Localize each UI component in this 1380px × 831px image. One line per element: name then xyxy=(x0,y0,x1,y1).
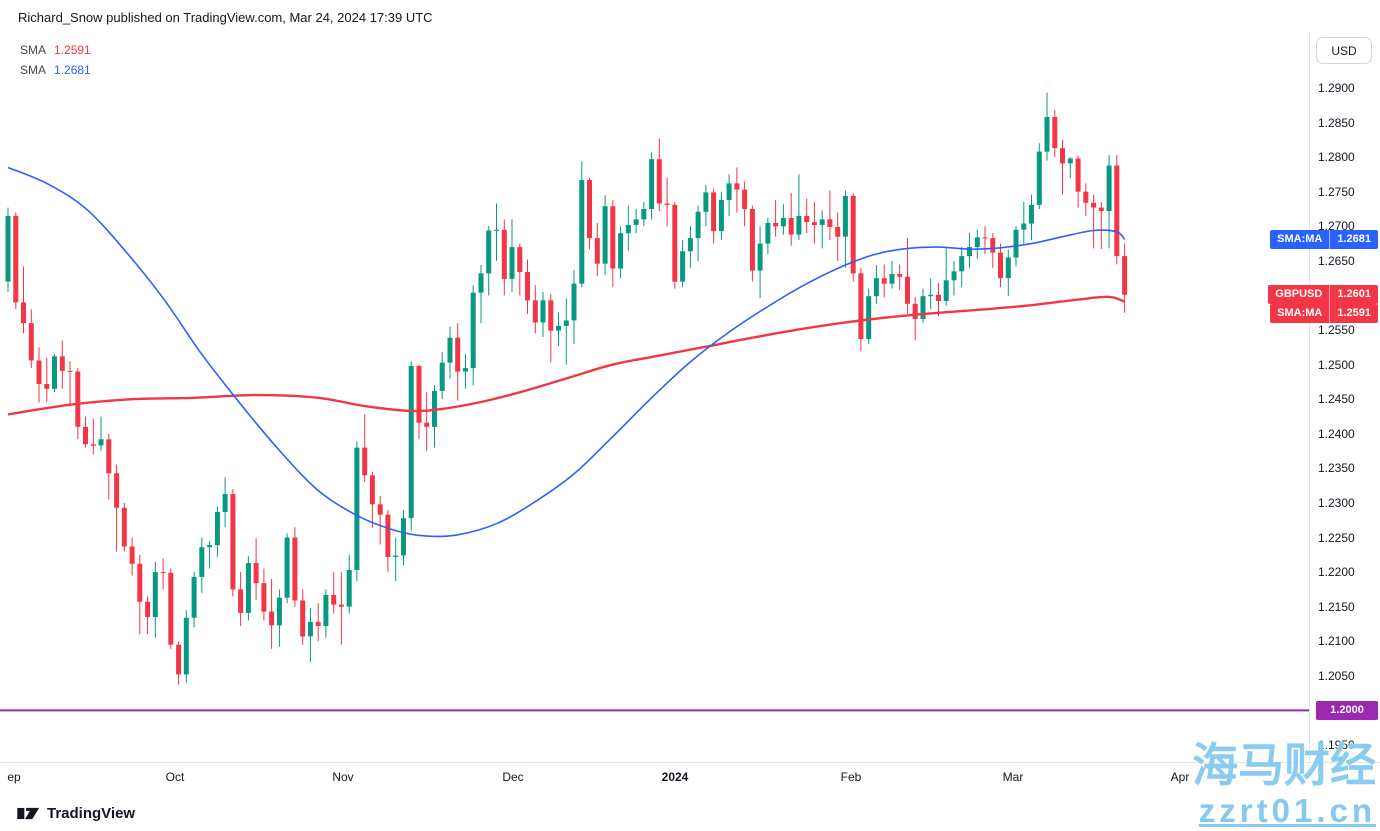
sma-line-red[interactable] xyxy=(7,295,1126,416)
time-label: Feb xyxy=(840,770,862,784)
price-badge-sma-ma: SMA:MA 1.2591 xyxy=(1270,304,1378,324)
sma-value: 1.2591 xyxy=(54,43,91,57)
currency-button[interactable]: USD xyxy=(1316,37,1372,64)
time-axis[interactable]: ep Oct Nov Dec 2024 Feb Mar Apr xyxy=(0,762,1380,797)
price-tick: 1.2150 xyxy=(1318,599,1355,614)
price-tick: 1.2350 xyxy=(1318,461,1355,476)
time-label: 2024 xyxy=(661,770,689,784)
time-label: Oct xyxy=(165,770,185,784)
badge-label: SMA:MA xyxy=(1270,229,1331,249)
price-tick: 1.2750 xyxy=(1318,184,1355,199)
time-label: Dec xyxy=(502,770,524,784)
price-tick: 1.2300 xyxy=(1318,495,1355,510)
tradingview-brand[interactable]: TradingView xyxy=(47,805,136,822)
price-tick: 1.2500 xyxy=(1318,357,1355,372)
price-axis[interactable]: USD 1.2900 1.2850 1.2800 1.2750 1.2700 1.2650… xyxy=(1268,33,1380,762)
footer: TradingView xyxy=(16,804,135,823)
price-tick: 1.2850 xyxy=(1318,115,1355,130)
sma-label: SMA xyxy=(20,63,47,77)
sma-legend-row[interactable]: SMA 1.2591 xyxy=(20,40,91,60)
price-tick: 1.2550 xyxy=(1318,323,1355,338)
badge-label: GBPUSD xyxy=(1268,285,1331,305)
price-badge-sma-ma: SMA:MA 1.2681 xyxy=(1270,229,1378,249)
price-tick: 1.2900 xyxy=(1318,81,1355,95)
badge-value: 1.2000 xyxy=(1330,703,1364,716)
price-tick: 1.2250 xyxy=(1318,530,1355,545)
price-tick: 1.2700 xyxy=(1318,219,1355,234)
attribution-text: Richard_Snow published on TradingView.co… xyxy=(18,10,433,25)
time-label: Mar xyxy=(1002,770,1024,784)
price-tick: 1.2400 xyxy=(1318,426,1355,441)
time-label: Apr xyxy=(1170,770,1190,784)
sma-line-blue[interactable] xyxy=(7,166,1126,538)
tradingview-logo-icon[interactable] xyxy=(16,804,40,823)
price-badge-1-2000: 1.2000 xyxy=(1316,700,1378,720)
price-badge-gbpusd: GBPUSD 1.2601 xyxy=(1268,285,1378,305)
price-tick: 1.2800 xyxy=(1318,150,1355,165)
candlestick-chart[interactable] xyxy=(0,0,1380,762)
time-label: Nov xyxy=(332,770,354,784)
badge-value: 1.2601 xyxy=(1337,288,1371,301)
badge-value: 1.2591 xyxy=(1337,307,1371,320)
price-tick: 1.2050 xyxy=(1318,668,1355,683)
indicator-legend: SMA 1.2591 SMA 1.2681 xyxy=(20,40,91,80)
price-tick: 1.2100 xyxy=(1318,634,1355,649)
badge-value: 1.2681 xyxy=(1337,232,1371,245)
candles-layer xyxy=(5,92,1128,685)
sma-label: SMA xyxy=(20,43,47,57)
badge-label: SMA:MA xyxy=(1270,304,1331,324)
price-tick: 1.1950 xyxy=(1318,738,1355,752)
price-tick: 1.2450 xyxy=(1318,392,1355,407)
price-tick: 1.2200 xyxy=(1318,565,1355,580)
price-tick: 1.2650 xyxy=(1318,253,1355,268)
sma-value: 1.2681 xyxy=(54,63,91,77)
sma-legend-row[interactable]: SMA 1.2681 xyxy=(20,60,91,80)
time-label: ep xyxy=(7,770,21,784)
